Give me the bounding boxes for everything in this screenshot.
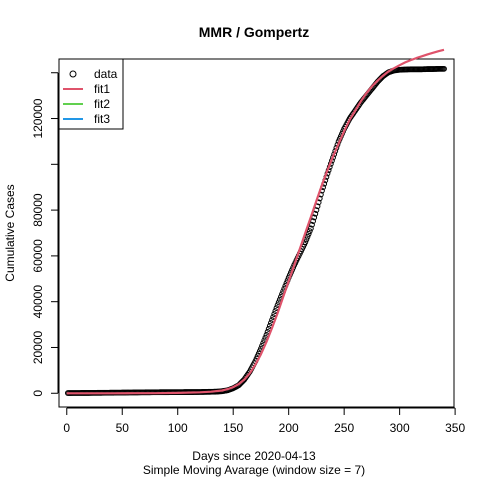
legend-label-fit3: fit3: [94, 112, 110, 126]
x-tick-label: 50: [116, 421, 130, 435]
x-tick-label: 250: [334, 421, 354, 435]
x-tick-label: 150: [223, 421, 243, 435]
x-axis: 0 50 100 150 200 250 300 350: [63, 407, 465, 435]
legend-label-data: data: [94, 67, 118, 81]
y-tick-label: 40000: [31, 285, 45, 319]
legend-box: [58, 58, 124, 130]
legend-label-fit2: fit2: [94, 97, 110, 111]
x-axis-label: Days since 2020-04-13: [192, 449, 316, 463]
y-tick-label: 0: [31, 390, 45, 397]
data-point: [305, 231, 312, 237]
data-point: [441, 65, 447, 72]
legend-label-fit1: fit1: [94, 82, 110, 96]
y-tick-label: 20000: [31, 330, 45, 364]
data-point: [310, 218, 316, 224]
legend-symbol-data: [69, 70, 77, 78]
chart-title: MMR / Gompertz: [199, 24, 309, 40]
x-tick-label: 100: [168, 421, 188, 435]
y-tick-label: 80000: [31, 193, 45, 227]
data-point: [309, 221, 315, 228]
y-axis-label: Cumulative Cases: [3, 184, 17, 281]
y-tick-label: 60000: [31, 239, 45, 273]
x-tick-label: 350: [445, 421, 465, 435]
data-point: [306, 228, 313, 235]
x-tick-label: 200: [279, 421, 299, 435]
plot-frame: [58, 58, 455, 408]
x-tick-label: 300: [390, 421, 410, 435]
y-axis: 0 20000 40000 60000 80000 120000: [31, 72, 59, 397]
y-tick-label: 120000: [31, 98, 45, 138]
plot-area: [64, 48, 447, 396]
series-fit1-line: [66, 48, 445, 395]
x-axis-sublabel: Simple Moving Avarage (window size = 7): [143, 463, 365, 477]
data-point: [307, 225, 314, 232]
x-tick-label: 0: [63, 421, 70, 435]
